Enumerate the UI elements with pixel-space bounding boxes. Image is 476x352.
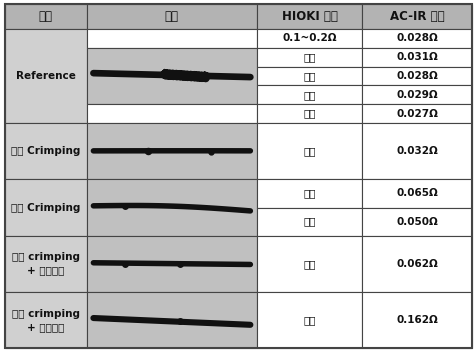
Bar [5,123,86,179]
Text: 0.065Ω: 0.065Ω [396,188,437,199]
Bar [362,67,471,85]
Bar [5,292,86,348]
Bar [362,123,471,179]
Text: 원형 crimping
+ 저항용접: 원형 crimping + 저항용접 [11,252,79,276]
Text: 0.032Ω: 0.032Ω [396,146,437,156]
Text: 상동: 상동 [303,108,316,119]
Text: 상동: 상동 [303,90,316,100]
Text: HIOKI 측정: HIOKI 측정 [281,10,337,23]
Text: 상동: 상동 [303,315,316,325]
Text: 각형 Crimping: 각형 Crimping [11,202,80,213]
Bar [362,104,471,123]
Text: 상동: 상동 [303,52,316,62]
Bar [362,292,471,348]
Bar [257,236,362,292]
Bar [362,208,471,236]
Bar [87,236,257,292]
Bar [257,48,362,67]
Text: 0.029Ω: 0.029Ω [396,90,437,100]
Bar [5,236,86,292]
Text: 0.028Ω: 0.028Ω [396,33,437,43]
Bar [257,123,362,179]
Text: AC-IR 측정: AC-IR 측정 [389,10,444,23]
Bar [257,292,362,348]
Bar [5,4,86,29]
Text: 각형 crimping
+ 저항용접: 각형 crimping + 저항용접 [11,309,79,332]
Bar [87,48,257,104]
Bar [257,208,362,236]
Text: 상동: 상동 [303,216,316,227]
Bar [257,179,362,208]
Text: 상동: 상동 [303,188,316,199]
Bar [257,85,362,104]
Bar [87,104,257,123]
Text: 0.050Ω: 0.050Ω [396,216,437,227]
Text: 0.1~0.2Ω: 0.1~0.2Ω [282,33,337,43]
Bar [87,4,257,29]
Bar [362,4,471,29]
Bar [87,123,257,179]
Bar [257,4,362,29]
Bar [362,85,471,104]
Text: 형태: 형태 [165,10,178,23]
Text: 0.031Ω: 0.031Ω [396,52,437,62]
Text: 상동: 상동 [303,146,316,156]
Bar [5,179,86,236]
Bar [362,29,471,48]
Bar [257,104,362,123]
Bar [362,179,471,208]
Bar [362,48,471,67]
Text: 0.027Ω: 0.027Ω [396,108,437,119]
Text: 0.162Ω: 0.162Ω [396,315,437,325]
Text: 0.062Ω: 0.062Ω [396,259,437,269]
Text: 원형 Crimping: 원형 Crimping [11,146,80,156]
Bar [87,292,257,348]
Text: 종류: 종류 [39,10,52,23]
Bar [87,29,257,48]
Bar [257,29,362,48]
Text: Reference: Reference [16,71,76,81]
Bar [87,179,257,236]
Text: 상동: 상동 [303,71,316,81]
Bar [362,236,471,292]
Bar [257,67,362,85]
Text: 0.028Ω: 0.028Ω [396,71,437,81]
Bar [5,29,86,123]
Text: 상동: 상동 [303,259,316,269]
